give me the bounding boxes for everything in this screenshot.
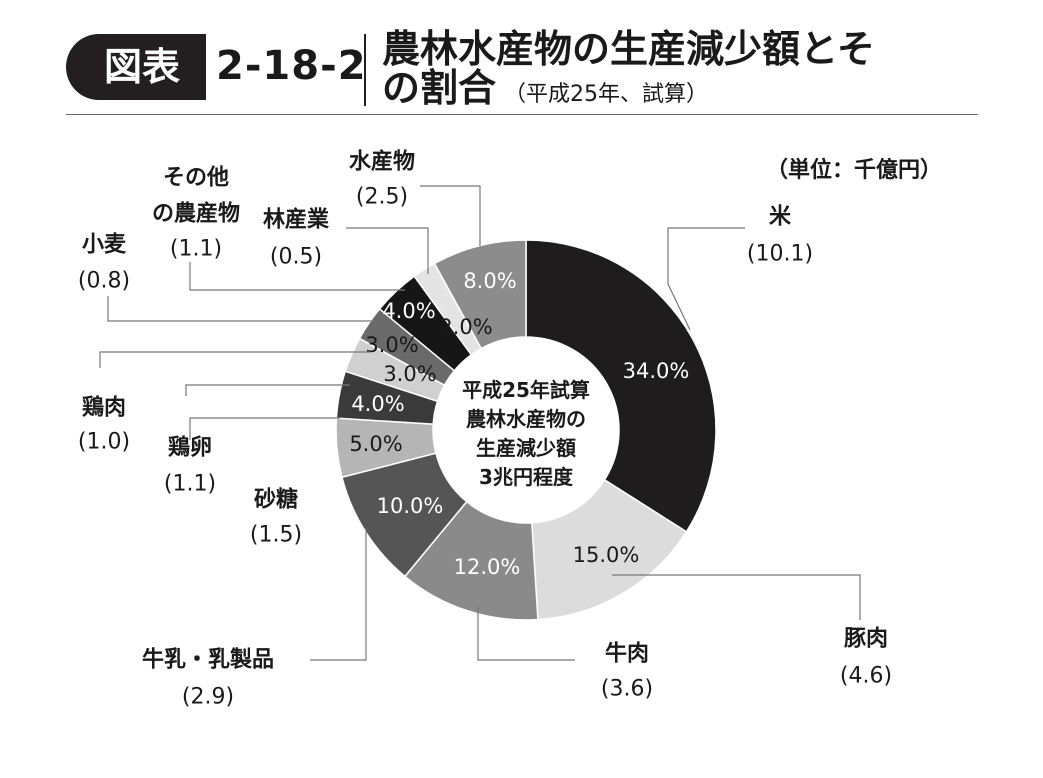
header-rule — [66, 114, 978, 115]
figure-badge: 図表 — [66, 34, 206, 100]
leader-line-2 — [612, 574, 861, 620]
category-value-3: (3.6) — [601, 677, 653, 702]
figure-number: 2-18-2 — [216, 43, 367, 89]
category-label-3: 牛肉 — [605, 641, 649, 667]
leader-line-8 — [107, 296, 375, 322]
leader-line-4 — [310, 528, 367, 661]
leader-line-11 — [420, 185, 481, 246]
figure-badge-label: 図表 — [103, 45, 180, 89]
title-divider — [364, 34, 366, 106]
category-label-1: 米 — [769, 205, 792, 230]
category-value-9: (1.1) — [170, 237, 222, 262]
percent-label-7: 3.0% — [383, 362, 436, 386]
figure-title-line1: 農林水産物の生産減少額とそ — [382, 27, 875, 71]
category-value-6: (1.1) — [164, 472, 216, 497]
category-value-10: (0.5) — [270, 245, 322, 270]
figure-title-line2-text: の割合 — [382, 66, 497, 110]
category-label-2: 豚肉 — [844, 627, 888, 652]
center-text-line-1: 平成25年試算 — [462, 378, 590, 402]
percent-label-4: 10.0% — [377, 494, 444, 518]
center-text-line-4: 3兆円程度 — [479, 465, 574, 489]
figure-title-line2: の割合 （平成25年、試算） — [382, 68, 708, 115]
category-label-6: 鶏卵 — [168, 436, 212, 461]
category-value-4: (2.9) — [182, 685, 234, 710]
category-value-7: (1.0) — [78, 430, 130, 455]
leader-line-7 — [99, 351, 370, 368]
category-label-5: 砂糖 — [254, 487, 298, 513]
category-value-8: (0.8) — [78, 269, 130, 294]
leader-line-3 — [477, 606, 575, 661]
center-text-line-3: 生産減少額 — [476, 436, 576, 460]
unit-label: （単位：千億円） — [766, 158, 943, 183]
category-value-1: (10.1) — [747, 242, 813, 267]
figure-title-subtitle: （平成25年、試算） — [504, 82, 709, 107]
category-label-11: 水産物 — [349, 149, 415, 175]
category-label-9-line1: その他 — [163, 166, 229, 191]
percent-label-6: 4.0% — [351, 392, 404, 416]
category-label-4: 牛乳・乳製品 — [142, 647, 274, 673]
percent-label-10: 2.0% — [439, 315, 492, 339]
center-text-line-2: 農林水産物の — [466, 407, 586, 431]
figure-header: 図表 2-18-2 農林水産物の生産減少額とそ の割合 （平成25年、試算） — [0, 0, 1043, 118]
percent-label-2: 15.0% — [573, 543, 640, 567]
percent-label-8: 3.0% — [365, 333, 418, 357]
percent-label-3: 12.0% — [454, 555, 521, 579]
slice-1 — [525, 239, 717, 533]
category-value-2: (4.6) — [840, 664, 892, 689]
slice-11 — [433, 239, 527, 350]
slice-2 — [531, 478, 688, 621]
category-value-5: (1.5) — [250, 523, 302, 548]
category-label-7: 鶏肉 — [82, 396, 126, 421]
percent-label-9: 4.0% — [382, 299, 435, 323]
category-value-11: (2.5) — [356, 185, 408, 210]
leader-line-1 — [667, 227, 745, 331]
leader-line-10 — [346, 227, 429, 274]
leader-line-9 — [189, 262, 405, 291]
category-label-8: 小麦 — [82, 232, 127, 258]
percent-label-11: 8.0% — [463, 269, 516, 293]
category-label-10: 林産業 — [263, 207, 330, 233]
percent-label-1: 34.0% — [623, 359, 690, 383]
leader-line-5 — [189, 417, 340, 440]
leader-line-6 — [185, 384, 350, 396]
percent-label-5: 5.0% — [349, 432, 402, 456]
category-label-9-line2: の農産物 — [152, 201, 240, 227]
